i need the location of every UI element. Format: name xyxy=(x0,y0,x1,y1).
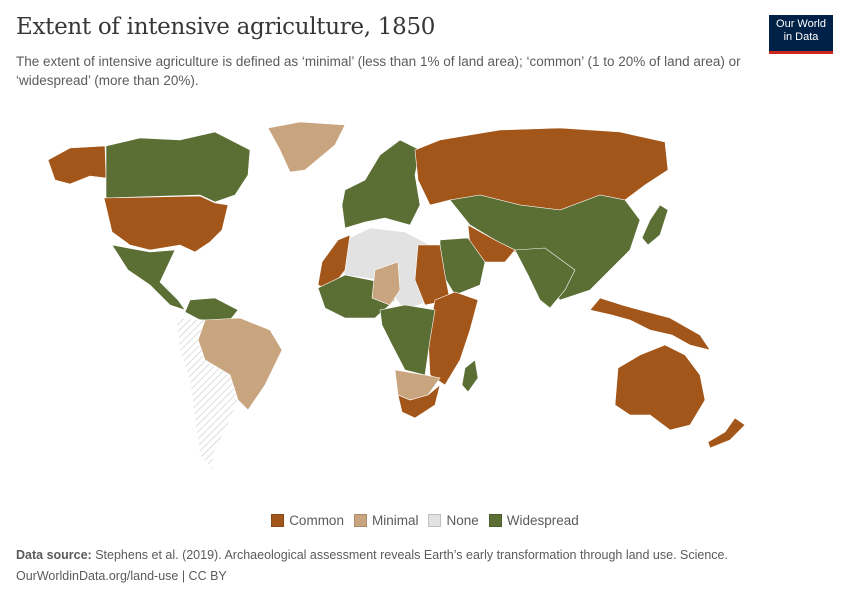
source-text: Stephens et al. (2019). Archaeological a… xyxy=(91,548,728,562)
legend-label: None xyxy=(446,513,479,528)
data-source: Data source: Stephens et al. (2019). Arc… xyxy=(16,548,728,562)
legend-label: Minimal xyxy=(371,513,419,528)
legend: Common Minimal None Widespread xyxy=(0,513,850,528)
region-europe[interactable]: Europe: Widespread xyxy=(341,139,421,229)
source-url[interactable]: OurWorldinData.org/land-use | CC BY xyxy=(16,569,227,583)
source-label: Data source: xyxy=(16,548,92,562)
legend-item-widespread[interactable]: Widespread xyxy=(488,513,579,528)
region-japan[interactable]: Japan: Widespread xyxy=(641,204,669,246)
region-mexico-central-america[interactable]: Mexico & Central America: Widespread xyxy=(111,244,186,311)
region-alaska[interactable]: Alaska: Common xyxy=(47,145,107,185)
chart-subtitle: The extent of intensive agriculture is d… xyxy=(16,54,741,88)
legend-swatch xyxy=(488,514,502,527)
legend-swatch xyxy=(428,514,442,527)
chart-title: Extent of intensive agriculture, 1850 xyxy=(16,14,436,40)
legend-swatch xyxy=(271,514,285,527)
region-central-africa[interactable]: Central Africa: Widespread xyxy=(379,304,436,376)
legend-item-minimal[interactable]: Minimal xyxy=(353,513,419,528)
region-new-zealand[interactable]: New Zealand: Common xyxy=(707,417,746,449)
region-western-south-america[interactable]: Western South America: NoData xyxy=(175,317,239,471)
region-morocco[interactable]: Morocco: Common xyxy=(317,234,351,291)
region-south-africa[interactable]: South Africa: Common xyxy=(397,384,441,419)
legend-label: Common xyxy=(289,513,344,528)
region-australia[interactable]: Australia: Common xyxy=(614,344,706,431)
legend-item-none[interactable]: None xyxy=(428,513,479,528)
region-russia[interactable]: Russia: Common xyxy=(414,127,669,211)
region-united-states[interactable]: United States: Common xyxy=(103,195,229,253)
legend-swatch xyxy=(353,514,367,527)
world-map[interactable]: Alaska: CommonCanada: WidespreadUnited S… xyxy=(0,110,850,500)
region-madagascar[interactable]: Madagascar: Widespread xyxy=(461,359,479,393)
legend-label: Widespread xyxy=(506,513,579,528)
owid-logo[interactable]: Our World in Data xyxy=(769,15,833,54)
region-southeast-asia-islands[interactable]: Southeast Asia islands: Common xyxy=(589,297,711,351)
region-india[interactable]: India: Widespread xyxy=(514,247,576,309)
region-sahel[interactable]: Sahel: Minimal xyxy=(371,261,401,306)
region-northern-south-america[interactable]: Northern South America: Widespread xyxy=(184,297,239,321)
legend-item-common[interactable]: Common xyxy=(271,513,344,528)
region-canada[interactable]: Canada: Widespread xyxy=(105,131,251,203)
region-greenland[interactable]: Greenland: Minimal xyxy=(267,121,346,173)
